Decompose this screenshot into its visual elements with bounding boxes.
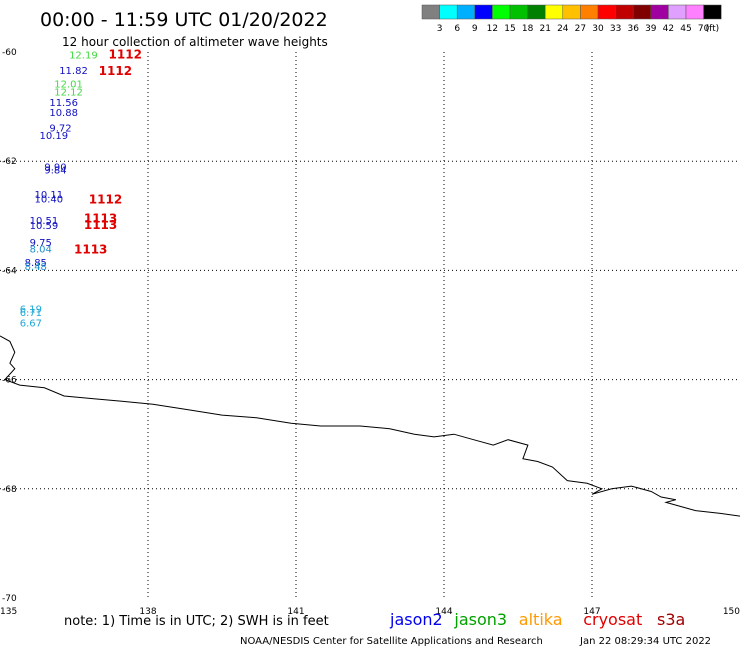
scale-swatch [650, 4, 669, 20]
wave-height-label: 8.85 [25, 258, 47, 269]
latitude-labels: -60 -62 -64 -66 -68 -70 [2, 48, 17, 604]
footer-note: note: 1) Time is in UTC; 2) SWH is in fe… [64, 614, 329, 629]
longitude-label: 147 [583, 607, 600, 617]
wave-height-label: 10.19 [39, 131, 68, 142]
wave-height-label: 10.88 [49, 108, 78, 119]
scale-label: 3 [437, 24, 443, 34]
scale-label: 9 [472, 24, 478, 34]
wave-height-label: 12.01 [54, 80, 83, 91]
wave-height-label: 1112 [99, 64, 132, 78]
wave-height-label: 11.56 [49, 98, 78, 109]
scale-swatch [632, 4, 652, 20]
wave-height-label: 10.51 [30, 216, 59, 227]
scale-swatch [474, 4, 493, 20]
antarctic-coastline [0, 335, 740, 517]
page-subtitle: 12 hour collection of altimeter wave hei… [62, 35, 328, 49]
longitude-labels: 135 138 141 144 147 150 [0, 607, 740, 617]
scale-swatch [421, 4, 440, 20]
latitude-label: -66 [2, 376, 17, 386]
scale-swatch [615, 4, 634, 20]
legend-s3a: s3a [657, 610, 685, 629]
timestamp: Jan 22 08:29:34 UTC 2022 [579, 636, 711, 647]
wave-height-label: 10.11 [35, 190, 64, 201]
satellite-legend: jason2 jason3 altika cryosat s3a [389, 610, 685, 629]
latitude-label: -64 [2, 266, 17, 276]
latitude-label: -68 [2, 485, 17, 495]
longitude-label: 141 [287, 607, 304, 617]
wave-height-label: 8.04 [30, 245, 52, 256]
legend-altika: altika [519, 610, 563, 629]
scale-label: 30 [592, 24, 604, 34]
wave-height-label: 9.90 [44, 163, 66, 174]
wave-height-label: 1112 [89, 192, 122, 206]
latitude-label: -70 [2, 594, 17, 604]
wave-height-label: 1113 [74, 243, 107, 257]
wave-height-label: 1113 [84, 212, 117, 226]
scale-swatch [544, 4, 564, 20]
wave-height-label: 1112 [109, 48, 142, 62]
scale-swatch [668, 4, 687, 20]
scale-label: 42 [663, 24, 674, 34]
wave-height-label: 9.72 [49, 123, 71, 134]
scale-label: 70 [698, 24, 710, 34]
legend-cryosat: cryosat [583, 610, 642, 629]
scale-swatch [597, 4, 616, 20]
wave-height-label: 6.71 [20, 308, 42, 319]
scale-label: 12 [487, 24, 498, 34]
wave-height-label: 9.84 [44, 165, 66, 176]
wave-height-label: 8.48 [25, 262, 47, 273]
latitude-label: -62 [2, 157, 17, 167]
graticule [0, 52, 740, 598]
wave-height-label: 12.19 [69, 51, 98, 62]
wave-height-label: 6.19 [20, 305, 42, 316]
scale-swatch [685, 4, 704, 20]
scale-label: 27 [575, 24, 586, 34]
longitude-label: 135 [0, 607, 17, 617]
wave-height-label: 6.67 [20, 318, 42, 329]
scale-unit: (ft) [706, 24, 720, 34]
scale-swatch [456, 4, 476, 20]
scale-label: 6 [454, 24, 460, 34]
latitude-label: -60 [2, 48, 17, 58]
scale-label: 39 [645, 24, 657, 34]
wave-height-label: 1113 [84, 218, 117, 232]
legend-jason2: jason2 [389, 610, 443, 629]
wave-height-label: 11.82 [59, 66, 88, 77]
credit-line: NOAA/NESDIS Center for Satellite Applica… [240, 636, 543, 647]
longitude-label: 138 [139, 607, 156, 617]
scale-swatch [439, 4, 458, 20]
wave-height-label: 9.75 [30, 238, 52, 249]
page-title: 00:00 - 11:59 UTC 01/20/2022 [40, 9, 328, 31]
scale-swatch [562, 4, 581, 20]
scale-swatch [492, 4, 511, 20]
scale-label: 45 [680, 24, 691, 34]
scale-swatch [509, 4, 528, 20]
longitude-label: 144 [435, 607, 452, 617]
coastline [0, 335, 740, 517]
scale-label: 15 [504, 24, 515, 34]
scale-label: 36 [627, 24, 639, 34]
scale-label: 21 [539, 24, 550, 34]
wave-height-label: 10.40 [35, 194, 64, 205]
scale-label: 33 [610, 24, 621, 34]
scale-label: 24 [557, 24, 569, 34]
wave-height-label: 10.59 [30, 221, 59, 232]
longitude-label: 150 [723, 607, 740, 617]
legend-jason3: jason3 [453, 610, 507, 629]
scale-swatch [580, 4, 599, 20]
wave-height-label: 12.12 [54, 87, 83, 98]
scale-swatch [703, 4, 722, 20]
wave-height-color-scale: 3 6 9 12 15 18 21 24 27 30 33 36 39 42 45 70(ft) [421, 4, 722, 34]
scale-swatch [527, 4, 546, 20]
scale-label: 18 [522, 24, 534, 34]
